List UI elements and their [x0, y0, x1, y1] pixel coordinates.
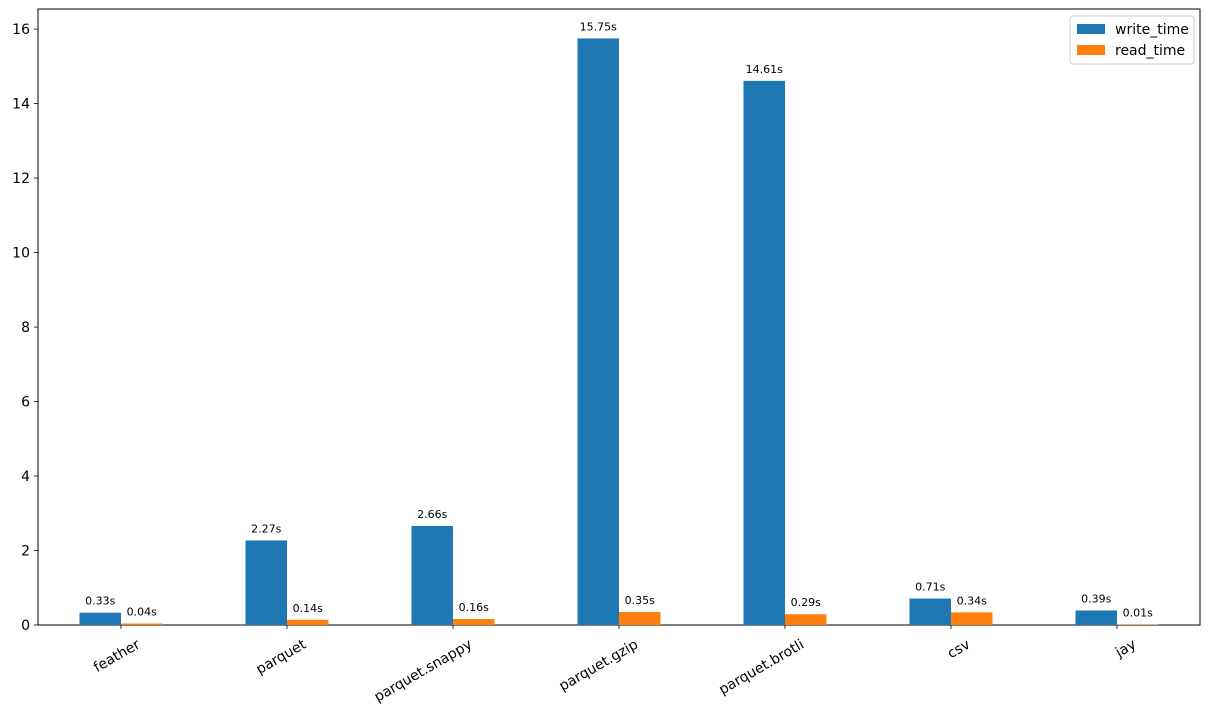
data-label-read_time-parquet.snappy: 0.16s	[459, 601, 489, 614]
x-tick-label-csv: csv	[945, 637, 973, 662]
bar-read_time-csv	[951, 612, 993, 625]
legend: write_time read_time	[1069, 15, 1195, 65]
data-label-write_time-feather: 0.33s	[85, 595, 115, 608]
data-label-write_time-parquet.snappy: 2.66s	[417, 508, 447, 521]
bar-write_time-feather	[79, 612, 121, 625]
data-label-write_time-parquet.gzip: 15.75s	[580, 20, 617, 33]
y-tick-label: 14	[12, 97, 30, 113]
x-tick-label-parquet.gzip: parquet.gzip	[557, 637, 642, 695]
bar-read_time-parquet.gzip	[619, 611, 661, 625]
y-tick-label: 0	[21, 618, 30, 634]
data-label-write_time-parquet: 2.27s	[251, 522, 281, 535]
bars	[79, 38, 1159, 626]
x-tick-label-parquet: parquet	[254, 636, 310, 678]
data-label-read_time-jay: 0.01s	[1123, 607, 1153, 620]
y-tick-label: 2	[21, 544, 30, 560]
y-axis-ticks: 0 2 4 6 8 10 12 14 16	[12, 22, 38, 634]
bar-write_time-parquet	[245, 540, 287, 625]
bar-read_time-parquet.brotli	[785, 614, 827, 625]
data-label-write_time-parquet.brotli: 14.61s	[746, 63, 783, 76]
bar-write_time-parquet.gzip	[577, 38, 619, 626]
legend-label-write_time: write_time	[1115, 22, 1189, 38]
data-label-read_time-parquet.brotli: 0.29s	[791, 596, 821, 609]
x-tick-label-parquet.brotli: parquet.brotli	[716, 637, 807, 699]
legend-swatch-read_time	[1077, 45, 1105, 55]
y-tick-label: 16	[12, 22, 30, 38]
y-tick-label: 12	[12, 171, 30, 187]
legend-swatch-write_time	[1077, 24, 1105, 34]
y-tick-label: 8	[21, 320, 30, 336]
data-label-read_time-parquet.gzip: 0.35s	[625, 594, 655, 607]
x-tick-label-parquet.snappy: parquet.snappy	[372, 637, 475, 706]
data-label-read_time-parquet: 0.14s	[293, 602, 323, 615]
data-label-write_time-jay: 0.39s	[1081, 592, 1111, 605]
x-axis-ticks: feather parquet parquet.snappy parquet.gzip…	[91, 625, 1139, 706]
data-label-read_time-feather: 0.04s	[127, 606, 157, 619]
bar-write_time-parquet.brotli	[743, 80, 785, 625]
bar-read_time-parquet	[287, 619, 329, 625]
bar-read_time-parquet.snappy	[453, 619, 495, 625]
x-tick-label-jay: jay	[1112, 637, 1139, 662]
legend-label-read_time: read_time	[1115, 43, 1185, 59]
data-label-write_time-csv: 0.71s	[915, 581, 945, 594]
bar-write_time-jay	[1075, 610, 1117, 625]
y-tick-label: 10	[12, 246, 30, 262]
data-labels: 0.33s 0.04s 2.27s 0.14s 2.66s 0.16s 15.75s 0.35…	[85, 20, 1153, 619]
y-tick-label: 4	[21, 469, 30, 485]
data-label-read_time-csv: 0.34s	[957, 594, 987, 607]
x-tick-label-feather: feather	[91, 636, 143, 675]
bar-write_time-parquet.snappy	[411, 525, 453, 625]
bar-write_time-csv	[909, 598, 951, 625]
bar-read_time-feather	[121, 623, 163, 625]
y-tick-label: 6	[21, 395, 30, 411]
